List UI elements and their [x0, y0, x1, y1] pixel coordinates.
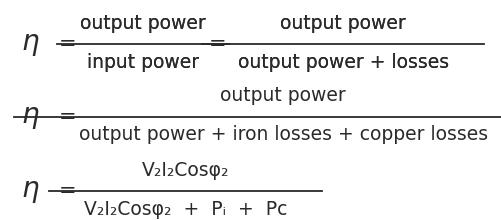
Text: $\eta$: $\eta$ [21, 177, 40, 205]
Text: output power + iron losses + copper losses: output power + iron losses + copper loss… [79, 125, 487, 144]
Text: output power + losses: output power + losses [237, 53, 449, 72]
Text: =: = [59, 182, 77, 201]
Text: output power: output power [80, 14, 205, 33]
Text: =: = [59, 34, 77, 54]
Text: =: = [209, 34, 227, 54]
Text: input power: input power [87, 53, 199, 72]
Text: =: = [59, 107, 77, 126]
Text: output power: output power [281, 14, 406, 33]
Text: output power: output power [281, 14, 406, 33]
Text: output power + losses: output power + losses [237, 53, 449, 72]
Text: V₂I₂Cosφ₂  +  Pᵢ  +  Pᴄ: V₂I₂Cosφ₂ + Pᵢ + Pᴄ [84, 200, 287, 219]
Text: V₂I₂Cosφ₂: V₂I₂Cosφ₂ [142, 161, 229, 180]
Text: $\eta$: $\eta$ [21, 30, 40, 58]
Text: output power: output power [80, 14, 205, 33]
Text: input power: input power [87, 53, 199, 72]
Text: output power: output power [220, 86, 346, 105]
Text: $\eta$: $\eta$ [21, 103, 40, 131]
